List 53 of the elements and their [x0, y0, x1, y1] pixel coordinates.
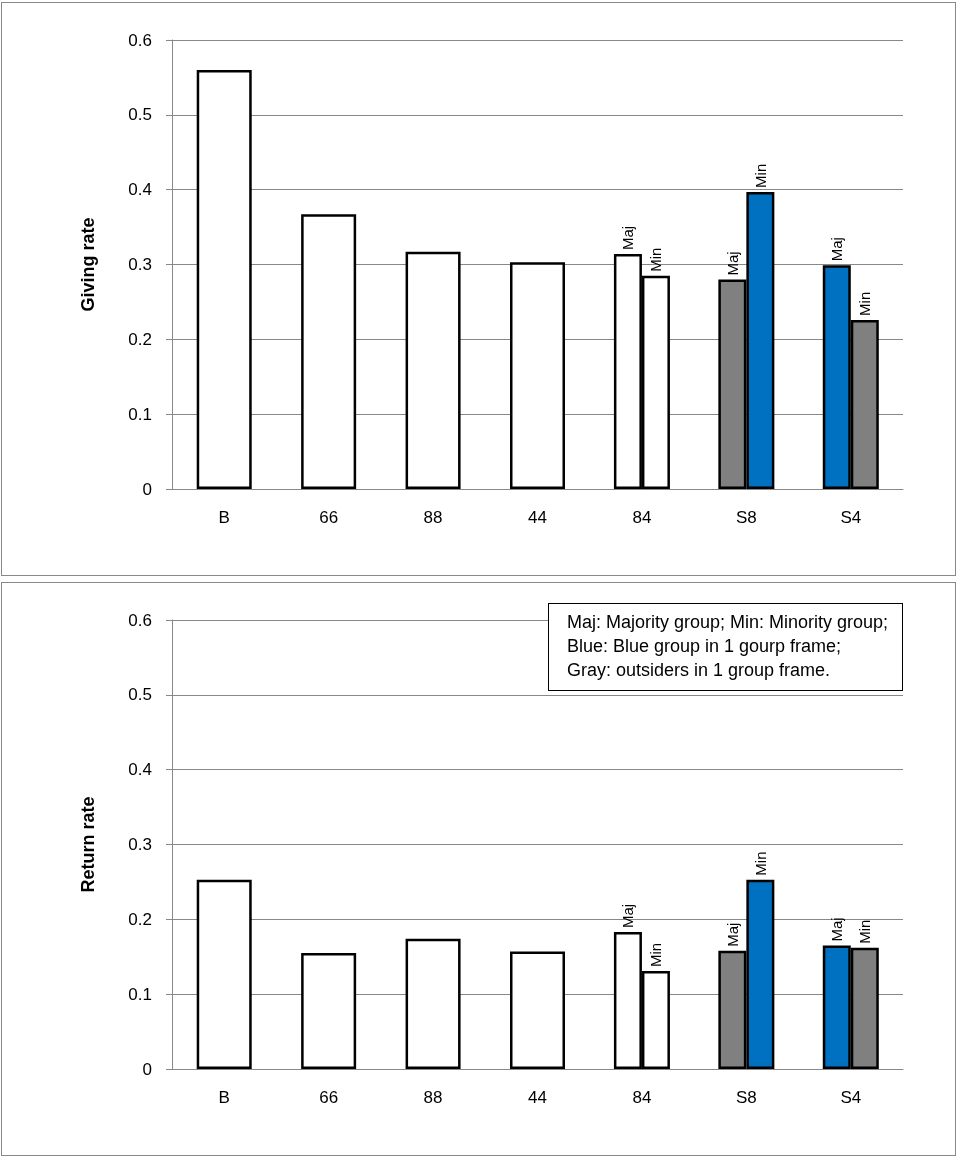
x-tick-label: B [218, 508, 230, 527]
y-tick-label: 0 [142, 479, 152, 499]
y-tick-label: 0.5 [128, 685, 152, 705]
text: Maj [723, 922, 741, 947]
bar [196, 879, 252, 1069]
x-tick-label: S4 [840, 508, 862, 527]
y-tick-label: 0.1 [128, 404, 152, 424]
bar [196, 69, 252, 489]
text: Min [751, 163, 769, 188]
y-axis-title: Return rate [78, 796, 98, 893]
y-tick-label: 0.3 [128, 835, 152, 854]
y-tick-label: 0.4 [128, 180, 152, 200]
y-tick-label: 0.2 [128, 909, 152, 929]
text: Maj [619, 225, 637, 251]
annotation: Gray: outsiders in 1 group frame. [566, 659, 831, 682]
x-tick-label: S4 [840, 1088, 862, 1107]
y-tick-label: 0.5 [128, 105, 152, 125]
y-tick-label: 0.4 [128, 760, 152, 780]
text: Maj [723, 251, 741, 276]
x-tick-label: 84 [632, 1088, 652, 1107]
bar [405, 938, 461, 1069]
bar [510, 951, 565, 1069]
text: Min [751, 851, 769, 876]
x-tick-label: 44 [528, 508, 547, 527]
y-tick-label: 0.3 [128, 255, 152, 274]
text: Maj [828, 237, 846, 262]
x-tick-label: 44 [528, 1088, 547, 1107]
bar [301, 953, 357, 1069]
annotation: Blue: Blue group in 1 gourp frame; [566, 635, 843, 658]
x-tick-label: S8 [735, 508, 757, 527]
text: Maj [828, 917, 846, 942]
y-axis-title: Giving rate [78, 217, 98, 312]
text: Min [856, 291, 874, 316]
bar [301, 214, 357, 489]
x-tick-label: 88 [423, 508, 443, 527]
x-tick-label: B [218, 1088, 230, 1107]
y-tick-label: 0.1 [128, 984, 152, 1004]
x-tick-label: 88 [423, 1088, 443, 1107]
y-tick-label: 0.6 [128, 610, 152, 630]
text: Maj [619, 903, 637, 929]
y-tick-label: 0 [142, 1059, 152, 1079]
y-tick-label: 0.6 [128, 30, 152, 50]
x-tick-label: 66 [319, 508, 339, 527]
annotation: Maj: Majority group; Min: Minority group; [566, 611, 888, 634]
text: Min [647, 247, 665, 272]
bar [405, 251, 461, 489]
text: Min [647, 942, 665, 967]
y-tick-label: 0.2 [128, 329, 152, 349]
x-tick-label: 84 [632, 508, 652, 527]
x-tick-label: S8 [735, 1088, 757, 1107]
text: Min [856, 919, 874, 944]
x-tick-label: 66 [319, 1088, 339, 1107]
bar [510, 262, 565, 489]
